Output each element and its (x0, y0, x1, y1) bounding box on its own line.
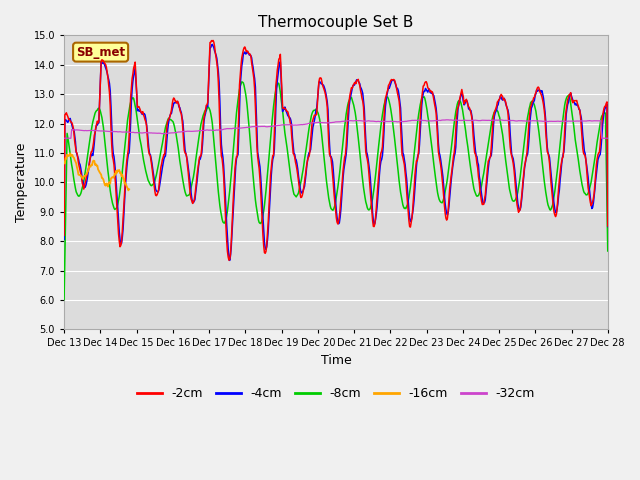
X-axis label: Time: Time (321, 354, 351, 367)
Title: Thermocouple Set B: Thermocouple Set B (258, 15, 413, 30)
Y-axis label: Temperature: Temperature (15, 143, 28, 222)
Text: SB_met: SB_met (76, 46, 125, 59)
Legend: -2cm, -4cm, -8cm, -16cm, -32cm: -2cm, -4cm, -8cm, -16cm, -32cm (132, 383, 540, 406)
